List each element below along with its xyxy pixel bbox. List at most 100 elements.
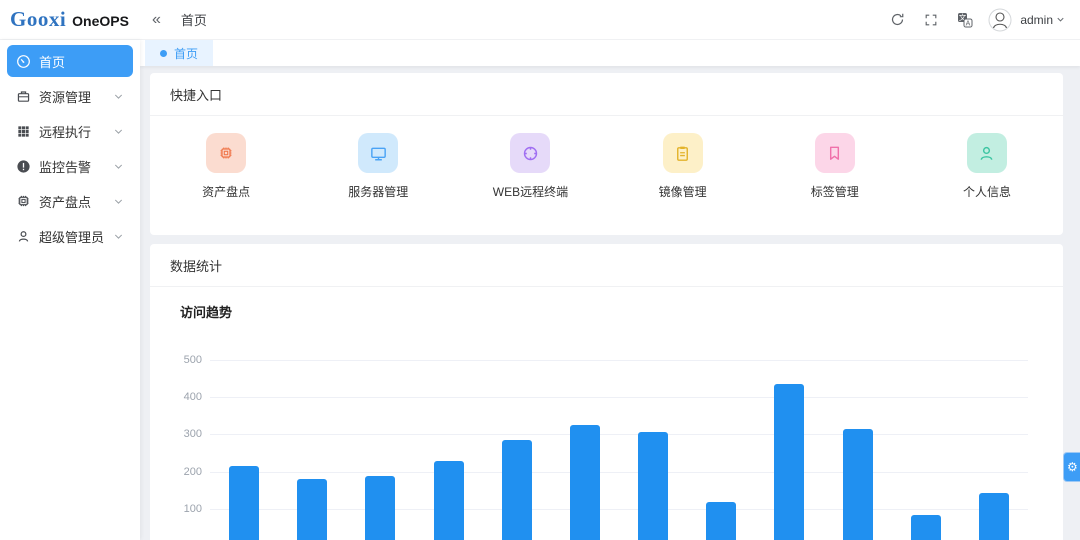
bar-column-6月: 6月 [551,361,619,540]
chart-title: 访问趋势 [180,305,233,320]
person-icon [966,133,1007,173]
bar [842,428,873,540]
app-body: 首页资源管理远程执行监控告警资产盘点超级管理员 首页 快捷入口 资产盘点 服务器管… [0,40,1080,540]
user-avatar[interactable] [988,8,1012,32]
gear-icon: ⚙ [1067,460,1078,474]
sidebar-item-label: 超级管理员 [39,229,105,245]
top-header: Gooxi OneOPS « 首页 文 A [0,0,1080,40]
breadcrumb: 首页 [180,13,207,28]
sidebar-item-5[interactable]: 超级管理员 [7,220,133,252]
gridline: 500 [184,354,1028,366]
bar [569,424,600,540]
bookmark-icon [814,133,855,173]
y-axis-tick-label: 100 [183,502,202,515]
y-axis-tick-label: 300 [183,428,202,441]
chevron-down-icon [113,231,124,242]
quick-entry-item-5[interactable]: 个人信息 [911,133,1063,200]
user-menu[interactable]: admin [1020,13,1066,27]
tab-active-dot [160,49,167,57]
gridline: 300 [184,428,1028,440]
chevron-down-icon [113,196,124,207]
quick-entry-card: 快捷入口 资产盘点 服务器管理 WEB远程终端 镜像管理 标签管理 个人信息 [150,73,1063,235]
bar [297,479,328,540]
bar-column-12月: 12月 [960,361,1028,540]
quick-entry-label: 服务器管理 [348,185,409,199]
tab-label: 首页 [174,46,199,61]
fullscreen-icon[interactable] [918,7,944,33]
quick-entry-item-1[interactable]: 服务器管理 [302,133,454,200]
gridline: 400 [184,391,1028,403]
bar [774,384,805,540]
app-logo: Gooxi OneOPS [10,7,140,32]
sidebar-item-3[interactable]: 监控告警 [7,150,133,182]
logo-oneops: OneOPS [72,13,129,29]
sidebar-item-2[interactable]: 远程执行 [7,115,133,147]
settings-float-button[interactable]: ⚙ [1063,452,1080,482]
sidebar-item-label: 监控告警 [39,159,92,175]
chart-plot: 01002003004005001月2月3月4月5月6月7月8月9月10月11月… [184,354,1028,540]
y-axis-tick-label: 400 [183,391,202,404]
bar-series: 1月2月3月4月5月6月7月8月9月10月11月12月 [210,361,1028,540]
y-axis-tick-label: 500 [183,354,202,366]
quick-entry-row: 资产盘点 服务器管理 WEB远程终端 镜像管理 标签管理 个人信息 [150,116,1063,235]
svg-text:A: A [966,20,971,27]
bar [365,476,396,540]
quick-entry-item-2[interactable]: WEB远程终端 [454,133,606,200]
sidebar-item-label: 首页 [39,54,66,70]
quick-entry-label: 资产盘点 [202,185,251,199]
visit-trend-chart: 01002003004005001月2月3月4月5月6月7月8月9月10月11月… [160,323,1053,540]
quick-entry-item-0[interactable]: 资产盘点 [150,133,302,200]
bar [229,465,260,540]
bar-column-3月: 3月 [346,361,414,540]
bar [706,502,737,540]
bar [978,492,1009,540]
quick-entry-title: 快捷入口 [150,73,1063,116]
bar [433,460,464,540]
tab-home[interactable]: 首页 [145,40,214,66]
quick-entry-label: 镜像管理 [658,185,707,199]
sidebar-item-0[interactable]: 首页 [7,45,133,77]
bar-column-9月: 9月 [755,361,823,540]
sidebar-item-4[interactable]: 资产盘点 [7,185,133,217]
main-area: 首页 快捷入口 资产盘点 服务器管理 WEB远程终端 镜像管理 标签管理 个人信息 数据统… [140,40,1080,540]
tab-bar: 首页 [140,40,1080,66]
bar-column-7月: 7月 [619,361,687,540]
sidebar-item-label: 资源管理 [39,89,92,105]
language-switch-icon[interactable]: 文 A [952,7,978,33]
toolbox-icon [16,89,31,104]
bar-column-5月: 5月 [483,361,551,540]
grid-icon [16,124,31,139]
gridline: 200 [184,466,1028,478]
bar-column-1月: 1月 [210,361,278,540]
svg-text:文: 文 [959,12,967,22]
bar [638,432,669,540]
alert-icon [16,159,31,174]
target-icon [510,133,551,173]
bar-column-10月: 10月 [824,361,892,540]
bar-column-11月: 11月 [892,361,960,540]
quick-entry-label: WEB远程终端 [492,185,569,199]
quick-entry-label: 标签管理 [810,185,859,199]
sidebar-item-1[interactable]: 资源管理 [7,80,133,112]
sidebar: 首页资源管理远程执行监控告警资产盘点超级管理员 [0,40,140,540]
sidebar-item-label: 资产盘点 [39,194,92,210]
sidebar-collapse-icon[interactable]: « [152,10,161,28]
refresh-icon[interactable] [884,7,910,33]
bar [910,515,941,540]
quick-entry-item-4[interactable]: 标签管理 [759,133,911,200]
stats-title: 数据统计 [150,244,1063,287]
chip-icon [16,194,31,209]
chip-icon [206,133,247,173]
chevron-down-icon [113,91,124,102]
chevron-down-icon [113,161,124,172]
chevron-down-icon [113,126,124,137]
logo-gooxi: Gooxi [10,7,67,31]
chevron-down-icon [1057,17,1064,22]
bar-column-4月: 4月 [415,361,483,540]
quick-entry-item-3[interactable]: 镜像管理 [607,133,759,200]
user-icon [16,229,31,244]
bar-column-8月: 8月 [687,361,755,540]
monitor-icon [358,133,399,173]
bar [501,439,532,540]
